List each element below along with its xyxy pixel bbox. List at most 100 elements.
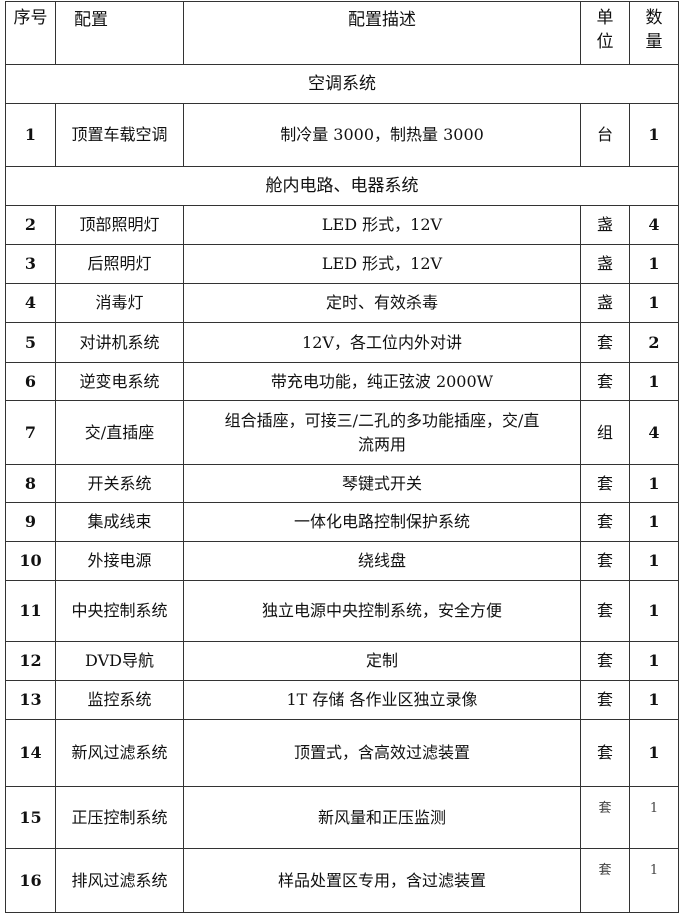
cell-qty: 1 xyxy=(629,464,679,503)
table-row: 3 后照明灯 LED 形式，12V 盏 1 xyxy=(5,244,679,284)
cell-unit: 套 xyxy=(580,680,630,720)
table-row: 14 新风过滤系统 顶置式，含高效过滤装置套 1 xyxy=(5,719,679,787)
cell-qty: 1 xyxy=(629,848,679,913)
table-row: 10 外接电源 绕线盘套 1 xyxy=(5,541,679,581)
cell-qty: 4 xyxy=(629,400,679,465)
cell-qty: 1 xyxy=(629,502,679,542)
cell-unit: 套 xyxy=(580,322,630,363)
table-row: 16 排风过滤系统 样品处置区专用，含过滤装置套 1 xyxy=(5,848,679,913)
cell-description: 独立电源中央控制系统，安全方便 xyxy=(183,580,581,642)
cell-index: 4 xyxy=(5,283,56,323)
cell-index: 1 xyxy=(5,103,56,167)
cell-description: 顶置式，含高效过滤装置 xyxy=(183,719,581,787)
table-row: 11 中央控制系统 独立电源中央控制系统，安全方便套 1 xyxy=(5,580,679,642)
cell-unit: 盏 xyxy=(580,283,630,323)
cell-description: 新风量和正压监测 xyxy=(183,786,581,849)
cell-index: 15 xyxy=(5,786,56,849)
cell-description: 样品处置区专用，含过滤装置 xyxy=(183,848,581,913)
cell-config: 监控系统 xyxy=(55,680,184,720)
cell-index: 9 xyxy=(5,502,56,542)
cell-unit: 套 xyxy=(580,541,630,581)
cell-qty: 1 xyxy=(629,580,679,642)
section-row: 空调系统 xyxy=(5,64,679,104)
cell-unit: 套 xyxy=(580,848,630,913)
cell-unit: 套 xyxy=(580,580,630,642)
cell-description: 带充电功能，纯正弦波 2000W xyxy=(183,362,581,401)
cell-config: 顶置车载空调 xyxy=(55,103,184,167)
table-row: 8 开关系统 琴键式开关套 1 xyxy=(5,464,679,503)
cell-index: 2 xyxy=(5,205,56,245)
table-row: 2 顶部照明灯 LED 形式，12V 盏 4 xyxy=(5,205,679,245)
cell-index: 16 xyxy=(5,848,56,913)
cell-qty: 1 xyxy=(629,786,679,849)
cell-config: 开关系统 xyxy=(55,464,184,503)
cell-qty: 1 xyxy=(629,541,679,581)
cell-qty: 1 xyxy=(629,680,679,720)
header-description: 配置描述 xyxy=(183,1,581,65)
cell-qty: 1 xyxy=(629,244,679,284)
cell-description: 绕线盘 xyxy=(183,541,581,581)
cell-description: 定时、有效杀毒 xyxy=(183,283,581,323)
cell-config: 逆变电系统 xyxy=(55,362,184,401)
table-row: 4 消毒灯 定时、有效杀毒盏 1 xyxy=(5,283,679,323)
cell-description: 组合插座，可接三/二孔的多功能插座，交/直流两用 xyxy=(183,400,581,465)
cell-qty: 1 xyxy=(629,641,679,681)
cell-index: 11 xyxy=(5,580,56,642)
cell-config: 顶部照明灯 xyxy=(55,205,184,245)
cell-index: 13 xyxy=(5,680,56,720)
cell-index: 14 xyxy=(5,719,56,787)
cell-qty: 4 xyxy=(629,205,679,245)
cell-unit: 套 xyxy=(580,502,630,542)
cell-description: 12V，各工位内外对讲 xyxy=(183,322,581,363)
table-row: 5 对讲机系统 12V，各工位内外对讲套 2 xyxy=(5,322,679,363)
cell-config: DVD导航 xyxy=(55,641,184,681)
cell-index: 6 xyxy=(5,362,56,401)
header-index: 序号 xyxy=(5,1,56,65)
cell-config: 交/直插座 xyxy=(55,400,184,465)
cell-unit: 套 xyxy=(580,464,630,503)
cell-unit: 套 xyxy=(580,362,630,401)
cell-qty: 1 xyxy=(629,283,679,323)
cell-unit: 台 xyxy=(580,103,630,167)
cell-index: 7 xyxy=(5,400,56,465)
cell-qty: 1 xyxy=(629,103,679,167)
cell-unit: 盏 xyxy=(580,244,630,284)
table-row: 15 正压控制系统 新风量和正压监测套 1 xyxy=(5,786,679,849)
cell-index: 5 xyxy=(5,322,56,363)
cell-config: 消毒灯 xyxy=(55,283,184,323)
header-qty: 数量 xyxy=(629,1,679,65)
cell-unit: 套 xyxy=(580,786,630,849)
cell-description: 制冷量 3000，制热量 3000 xyxy=(183,103,581,167)
header-config: 配置 xyxy=(55,1,184,65)
cell-config: 新风过滤系统 xyxy=(55,719,184,787)
cell-config: 外接电源 xyxy=(55,541,184,581)
cell-config: 排风过滤系统 xyxy=(55,848,184,913)
cell-config: 后照明灯 xyxy=(55,244,184,284)
table-row: 1 顶置车载空调 制冷量 3000，制热量 3000 台 1 xyxy=(5,103,679,167)
cell-description: 定制 xyxy=(183,641,581,681)
cell-qty: 2 xyxy=(629,322,679,363)
cell-unit: 套 xyxy=(580,719,630,787)
cell-description: LED 形式，12V xyxy=(183,205,581,245)
cell-unit: 盏 xyxy=(580,205,630,245)
table-row: 12 DVD导航 定制套 1 xyxy=(5,641,679,681)
cell-index: 3 xyxy=(5,244,56,284)
cell-description: LED 形式，12V xyxy=(183,244,581,284)
table-row: 7 交/直插座 组合插座，可接三/二孔的多功能插座，交/直流两用组 4 xyxy=(5,400,679,465)
cell-config: 对讲机系统 xyxy=(55,322,184,363)
cell-config: 正压控制系统 xyxy=(55,786,184,849)
header-unit: 单位 xyxy=(580,1,630,65)
cell-index: 8 xyxy=(5,464,56,503)
section-title: 舱内电路、电器系统 xyxy=(5,166,679,206)
cell-qty: 1 xyxy=(629,362,679,401)
cell-index: 12 xyxy=(5,641,56,681)
table-row: 13 监控系统 1T 存储 各作业区独立录像套 1 xyxy=(5,680,679,720)
cell-unit: 套 xyxy=(580,641,630,681)
cell-description: 1T 存储 各作业区独立录像 xyxy=(183,680,581,720)
table-row: 6 逆变电系统 带充电功能，纯正弦波 2000W 套 1 xyxy=(5,362,679,401)
header-row: 序号 配置 配置描述 单位 数量 xyxy=(5,1,679,65)
cell-description: 琴键式开关 xyxy=(183,464,581,503)
cell-index: 10 xyxy=(5,541,56,581)
section-title: 空调系统 xyxy=(5,64,679,104)
configuration-table: 序号 配置 配置描述 单位 数量 空调系统 1 顶置车载空调 制冷量 3000，制热量… xyxy=(5,1,679,913)
